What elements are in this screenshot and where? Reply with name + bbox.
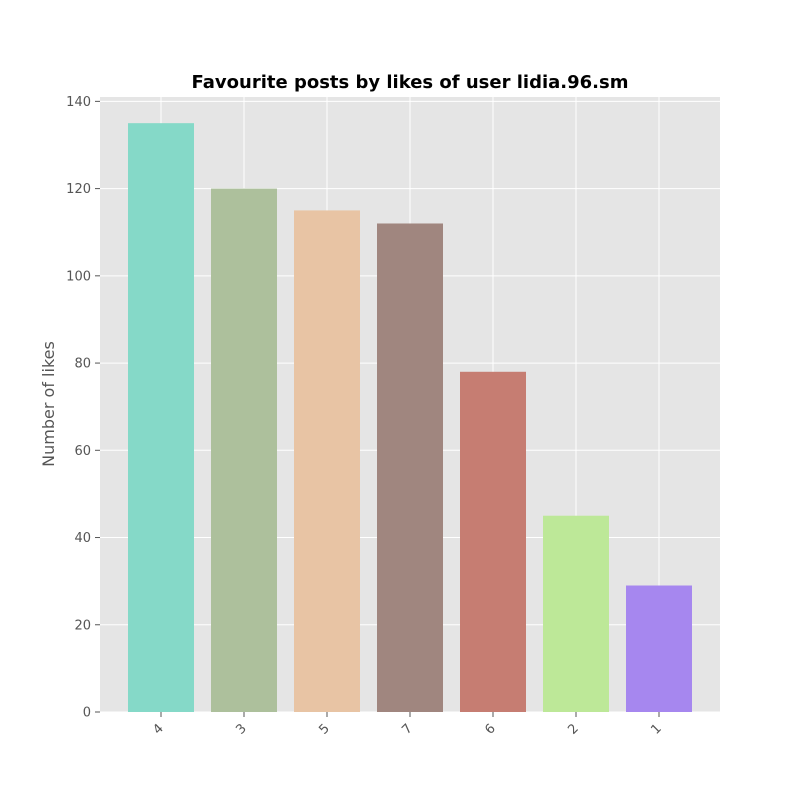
y-tick-label: 100 [66,269,91,284]
y-tick-label: 20 [74,618,91,633]
x-axis-ticks: 4 3 5 7 6 2 1 [150,712,665,738]
chart-title: Favourite posts by likes of user lidia.9… [192,72,629,93]
y-tick-label: 0 [83,706,91,721]
bar-post-2 [543,515,609,712]
y-tick-label: 80 [74,357,91,372]
bar-post-3 [211,188,277,712]
y-axis-ticks: 0 20 40 60 80 100 120 140 [66,95,100,721]
bars [128,123,692,713]
bar-post-7 [377,223,443,712]
bar-post-4 [128,123,194,712]
x-tick-label: 2 [565,721,581,737]
bar-post-5 [294,210,360,713]
bar-post-1 [626,585,692,712]
y-tick-label: 60 [74,444,91,459]
y-axis-label: Number of likes [39,341,58,467]
y-tick-label: 40 [74,531,91,546]
y-tick-label: 140 [66,95,91,110]
x-tick-label: 4 [150,721,166,737]
y-tick-label: 120 [66,182,91,197]
bar-post-6 [460,371,526,712]
x-tick-label: 1 [648,721,664,737]
x-tick-label: 7 [399,721,415,737]
x-tick-label: 3 [233,721,249,737]
x-tick-label: 6 [482,721,498,737]
x-tick-label: 5 [316,721,332,737]
